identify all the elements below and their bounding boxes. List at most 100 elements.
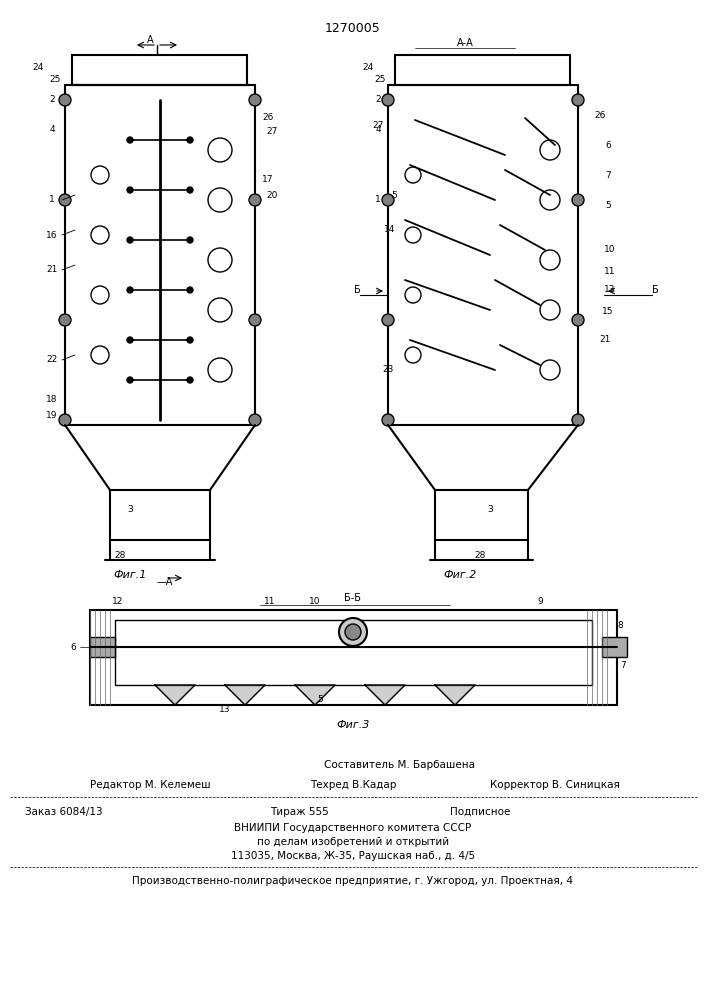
Text: 1270005: 1270005: [325, 21, 381, 34]
Text: Фиг.1: Фиг.1: [113, 570, 146, 580]
Text: 10: 10: [309, 597, 321, 606]
Polygon shape: [295, 685, 335, 705]
Text: Заказ 6084/13: Заказ 6084/13: [25, 807, 103, 817]
Text: Б: Б: [652, 285, 658, 295]
Text: 10: 10: [604, 245, 616, 254]
Bar: [388, 85, 578, 425]
Text: 4: 4: [375, 125, 381, 134]
Bar: [115, 620, 592, 685]
Text: 1: 1: [49, 196, 55, 205]
Circle shape: [382, 194, 394, 206]
Text: Составитель М. Барбашена: Составитель М. Барбашена: [325, 760, 476, 770]
Bar: [72, 55, 247, 85]
Text: Производственно-полиграфическое предприятие, г. Ужгород, ул. Проектная, 4: Производственно-полиграфическое предприя…: [132, 876, 573, 886]
Circle shape: [572, 314, 584, 326]
Circle shape: [127, 237, 133, 243]
Circle shape: [59, 194, 71, 206]
Text: 21: 21: [600, 336, 611, 344]
Text: 13: 13: [219, 706, 230, 714]
Circle shape: [572, 194, 584, 206]
Circle shape: [127, 187, 133, 193]
Circle shape: [249, 414, 261, 426]
Text: ВНИИПИ Государственного комитета СССР: ВНИИПИ Государственного комитета СССР: [235, 823, 472, 833]
Text: Тираж 555: Тираж 555: [270, 807, 329, 817]
Text: 27: 27: [267, 127, 278, 136]
Bar: [90, 610, 617, 705]
Bar: [435, 490, 528, 540]
Text: по делам изобретений и открытий: по делам изобретений и открытий: [257, 837, 449, 847]
Circle shape: [187, 237, 193, 243]
Text: 20: 20: [267, 190, 278, 200]
Text: 25: 25: [374, 76, 386, 85]
Circle shape: [187, 137, 193, 143]
Text: 18: 18: [46, 395, 58, 404]
Text: А-А: А-А: [457, 38, 474, 48]
Text: А: А: [146, 35, 153, 45]
Text: 25: 25: [49, 76, 61, 85]
Text: 13: 13: [604, 286, 616, 294]
Circle shape: [187, 377, 193, 383]
Text: Фиг.3: Фиг.3: [337, 720, 370, 730]
Circle shape: [249, 314, 261, 326]
Text: 23: 23: [382, 365, 394, 374]
Text: Корректор В. Синицкая: Корректор В. Синицкая: [490, 780, 620, 790]
Circle shape: [572, 414, 584, 426]
Polygon shape: [365, 685, 405, 705]
Circle shape: [382, 414, 394, 426]
Text: 24: 24: [33, 64, 44, 73]
Text: Техред В.Кадар: Техред В.Кадар: [310, 780, 397, 790]
Circle shape: [59, 414, 71, 426]
Circle shape: [187, 337, 193, 343]
Text: 4: 4: [49, 125, 55, 134]
Text: —А: —А: [157, 577, 173, 587]
Bar: [602, 637, 627, 657]
Text: 21: 21: [47, 265, 58, 274]
Text: 2: 2: [375, 96, 381, 104]
Circle shape: [382, 94, 394, 106]
Text: 9: 9: [537, 597, 543, 606]
Text: 113035, Москва, Ж-35, Раушская наб., д. 4/5: 113035, Москва, Ж-35, Раушская наб., д. …: [231, 851, 475, 861]
Text: Редактор М. Келемеш: Редактор М. Келемеш: [90, 780, 211, 790]
Circle shape: [127, 337, 133, 343]
Text: 24: 24: [363, 64, 373, 73]
Text: 6: 6: [70, 643, 76, 652]
Text: Б: Б: [354, 285, 361, 295]
Polygon shape: [435, 685, 475, 705]
Circle shape: [187, 187, 193, 193]
Text: 28: 28: [115, 550, 126, 560]
Text: 12: 12: [112, 597, 124, 606]
Circle shape: [187, 287, 193, 293]
Text: 7: 7: [605, 170, 611, 180]
Text: 26: 26: [595, 110, 606, 119]
Text: Б-Б: Б-Б: [344, 593, 361, 603]
Text: 16: 16: [46, 231, 58, 239]
Circle shape: [249, 194, 261, 206]
Text: 28: 28: [474, 550, 486, 560]
Text: 26: 26: [262, 113, 274, 122]
Circle shape: [249, 94, 261, 106]
Text: 8: 8: [617, 620, 623, 630]
Text: 1: 1: [375, 196, 381, 205]
Text: 15: 15: [602, 308, 614, 316]
Text: 11: 11: [264, 597, 276, 606]
Text: 5: 5: [605, 200, 611, 210]
Circle shape: [345, 624, 361, 640]
Text: 7: 7: [620, 660, 626, 670]
Circle shape: [127, 287, 133, 293]
Circle shape: [127, 137, 133, 143]
Text: 3: 3: [127, 506, 133, 514]
Circle shape: [59, 314, 71, 326]
Text: 2: 2: [49, 96, 55, 104]
Text: 27: 27: [373, 120, 384, 129]
Text: 3: 3: [487, 506, 493, 514]
Polygon shape: [155, 685, 195, 705]
Text: 11: 11: [604, 267, 616, 276]
Text: 22: 22: [47, 356, 58, 364]
Circle shape: [572, 94, 584, 106]
Text: 17: 17: [262, 176, 274, 184]
Bar: [395, 55, 570, 85]
Text: Подписное: Подписное: [450, 807, 510, 817]
Circle shape: [382, 314, 394, 326]
Bar: [110, 490, 210, 540]
Circle shape: [127, 377, 133, 383]
